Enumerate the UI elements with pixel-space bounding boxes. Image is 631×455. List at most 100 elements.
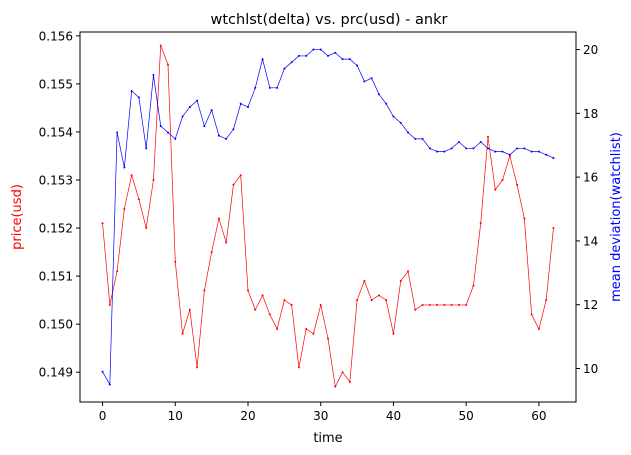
price-point	[377, 294, 380, 297]
watchlist-deviation-point	[327, 54, 329, 57]
watchlist-deviation-point	[407, 131, 409, 134]
price-point	[203, 289, 206, 292]
y-left-tick-label: 0.152	[39, 222, 73, 236]
price-point	[334, 385, 337, 388]
price-point	[152, 179, 155, 181]
watchlist-deviation-point	[428, 147, 431, 150]
price-point	[290, 303, 293, 306]
price-point	[108, 303, 111, 306]
price-point	[516, 183, 519, 186]
price-point	[225, 241, 228, 244]
price-point	[188, 308, 191, 311]
watchlist-deviation-point	[450, 147, 453, 150]
watchlist-deviation-point	[501, 150, 504, 153]
chart-title: wtchlst(delta) vs. prc(usd) - ankr	[211, 12, 448, 28]
watchlist-deviation-point	[537, 150, 540, 153]
price-point	[261, 294, 264, 297]
price-point	[137, 198, 140, 201]
watchlist-deviation-point	[152, 74, 155, 77]
price-point	[414, 308, 417, 311]
watchlist-deviation-point	[101, 370, 104, 373]
watchlist-deviation-point	[137, 96, 140, 99]
price-point	[370, 299, 373, 302]
price-point	[312, 332, 315, 335]
watchlist-deviation-point	[188, 105, 191, 108]
price-point	[523, 217, 526, 220]
price-point	[407, 270, 409, 273]
watchlist-deviation-point	[341, 58, 344, 61]
price-point	[436, 303, 439, 306]
watchlist-deviation-point	[516, 147, 519, 150]
price-point	[232, 183, 235, 186]
y-left-tick-label: 0.155	[39, 77, 73, 91]
y-axis-label-left: price(usd)	[10, 184, 25, 250]
y-right-tick-label: 16	[583, 171, 598, 185]
watchlist-deviation-point	[552, 156, 555, 159]
price-point	[167, 63, 169, 66]
watchlist-deviation-point	[217, 134, 220, 137]
price-point	[494, 188, 497, 191]
price-point	[130, 174, 133, 177]
price-point	[443, 303, 446, 306]
watchlist-deviation-point	[203, 125, 206, 128]
watchlist-deviation-point	[159, 125, 162, 128]
plot-frame	[79, 31, 577, 403]
watchlist-deviation-point	[283, 67, 286, 70]
watchlist-deviation-point	[239, 102, 242, 105]
price-point	[348, 380, 351, 383]
price-point	[239, 174, 242, 177]
plot-series	[101, 44, 555, 388]
watchlist-deviation-point	[348, 58, 351, 61]
y-left-tick-label: 0.149	[39, 366, 73, 380]
watchlist-deviation-point	[268, 86, 271, 89]
price-point	[356, 299, 359, 302]
y-right-tick-label: 14	[583, 234, 598, 248]
watchlist-deviation-point	[290, 61, 293, 64]
watchlist-deviation-point	[385, 102, 388, 105]
watchlist-deviation-point	[530, 150, 533, 153]
y-right-tick-label: 12	[583, 298, 598, 312]
price-point	[283, 299, 286, 302]
x-tick-label: 30	[313, 409, 328, 423]
price-point	[247, 289, 249, 292]
y-right-tick-label: 18	[583, 107, 598, 121]
x-tick-label: 10	[168, 409, 183, 423]
watchlist-deviation-point	[254, 86, 257, 89]
price-point	[327, 337, 329, 340]
watchlist-deviation-point	[399, 121, 402, 124]
watchlist-deviation-point	[167, 131, 169, 134]
price-point	[363, 279, 366, 282]
watchlist-deviation-point	[261, 58, 264, 61]
watchlist-deviation-point	[181, 115, 184, 118]
watchlist-deviation-point	[523, 147, 526, 150]
price-point	[399, 279, 402, 282]
price-point	[465, 303, 468, 306]
price-point	[196, 366, 199, 369]
price-point	[341, 371, 344, 374]
y-axis-label-right: mean deviation(watchlist)	[609, 132, 624, 302]
price-point	[385, 299, 388, 302]
y-left-tick-label: 0.151	[39, 270, 73, 284]
price-point	[217, 217, 220, 220]
price-point	[472, 284, 475, 287]
watchlist-deviation-point	[276, 86, 279, 89]
x-tick-label: 60	[531, 409, 546, 423]
y-left-tick-label: 0.153	[39, 174, 73, 188]
y-left-tick-label: 0.156	[39, 29, 73, 43]
watchlist-deviation-point	[334, 51, 337, 54]
price-point	[297, 366, 300, 369]
watchlist-deviation-point	[421, 137, 424, 140]
watchlist-deviation-point	[487, 147, 489, 150]
price-point	[392, 332, 395, 335]
watchlist-deviation-point	[210, 109, 213, 112]
watchlist-deviation-point	[108, 383, 111, 386]
price-point	[123, 207, 126, 210]
price-point	[305, 327, 308, 330]
price-point	[450, 303, 453, 306]
watchlist-deviation-point	[363, 80, 366, 83]
watchlist-deviation-point	[305, 54, 308, 57]
watchlist-deviation-point	[545, 153, 548, 156]
price-point	[428, 303, 431, 306]
